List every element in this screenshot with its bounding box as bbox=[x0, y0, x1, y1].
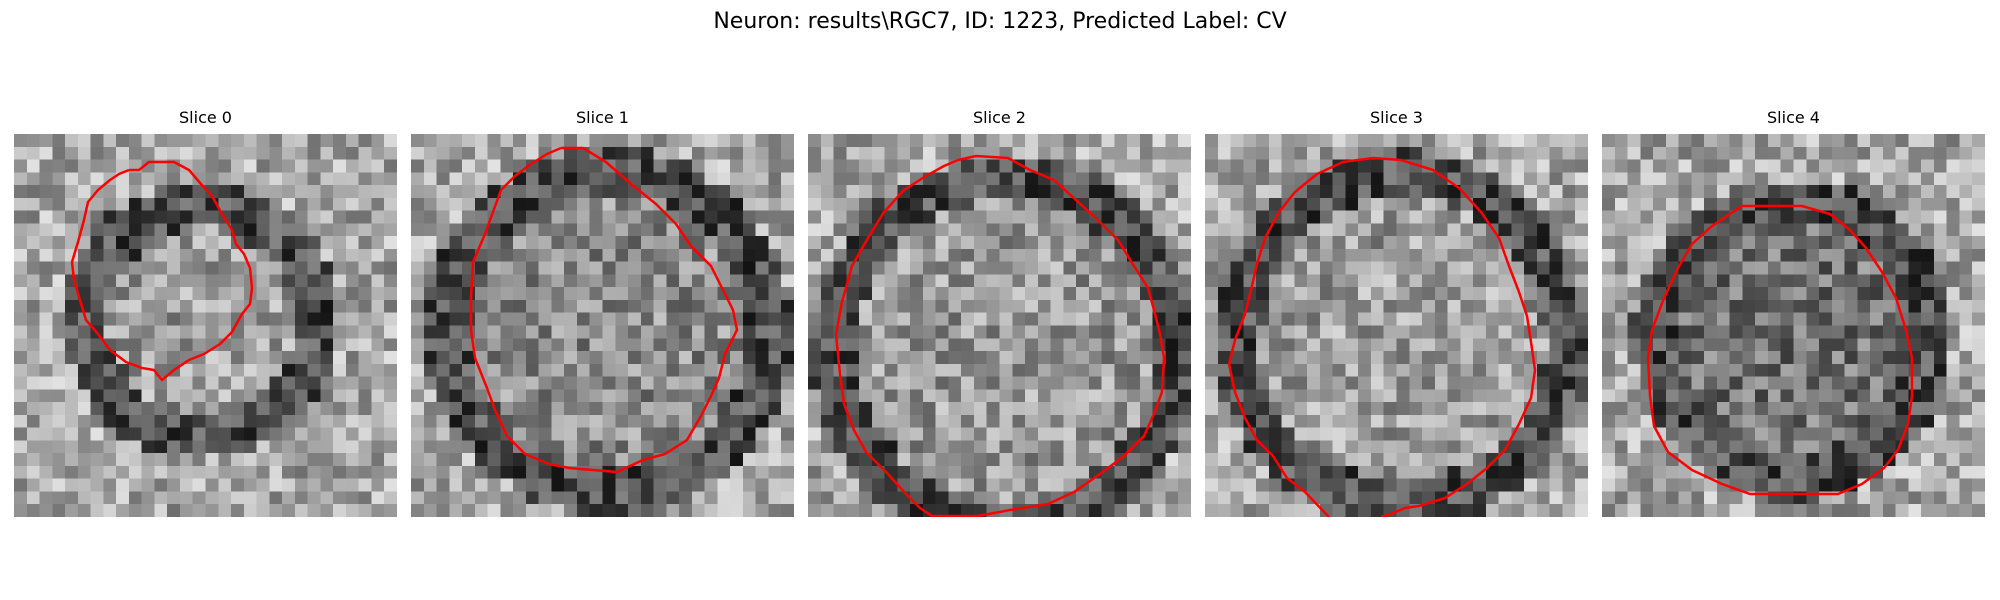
slice-title: Slice 0 bbox=[179, 108, 232, 127]
slice-contour bbox=[1227, 156, 1537, 517]
slice-title: Slice 1 bbox=[576, 108, 629, 127]
contour-line bbox=[1227, 156, 1537, 517]
slice-image bbox=[1602, 134, 1985, 517]
slice-panel-0: Slice 0 bbox=[14, 108, 397, 517]
slice-title: Slice 2 bbox=[973, 108, 1026, 127]
figure-title: Neuron: results\RGC7, ID: 1223, Predicte… bbox=[713, 9, 1287, 34]
slice-contour bbox=[469, 146, 739, 474]
contour-line bbox=[834, 154, 1166, 517]
slice-panel-2: Slice 2 bbox=[808, 108, 1191, 517]
slice-panel-3: Slice 3 bbox=[1205, 108, 1588, 517]
slice-title: Slice 3 bbox=[1370, 108, 1423, 127]
contour-line bbox=[70, 160, 254, 382]
slice-contour bbox=[70, 160, 254, 382]
slice-title: Slice 4 bbox=[1767, 108, 1820, 127]
slice-contour bbox=[1646, 204, 1914, 496]
contour-line bbox=[1646, 204, 1914, 496]
slice-image bbox=[14, 134, 397, 517]
slice-contour bbox=[834, 154, 1166, 517]
slice-image bbox=[411, 134, 794, 517]
slice-panel-1: Slice 1 bbox=[411, 108, 794, 517]
slice-panel-4: Slice 4 bbox=[1602, 108, 1985, 517]
contour-line bbox=[469, 146, 739, 474]
